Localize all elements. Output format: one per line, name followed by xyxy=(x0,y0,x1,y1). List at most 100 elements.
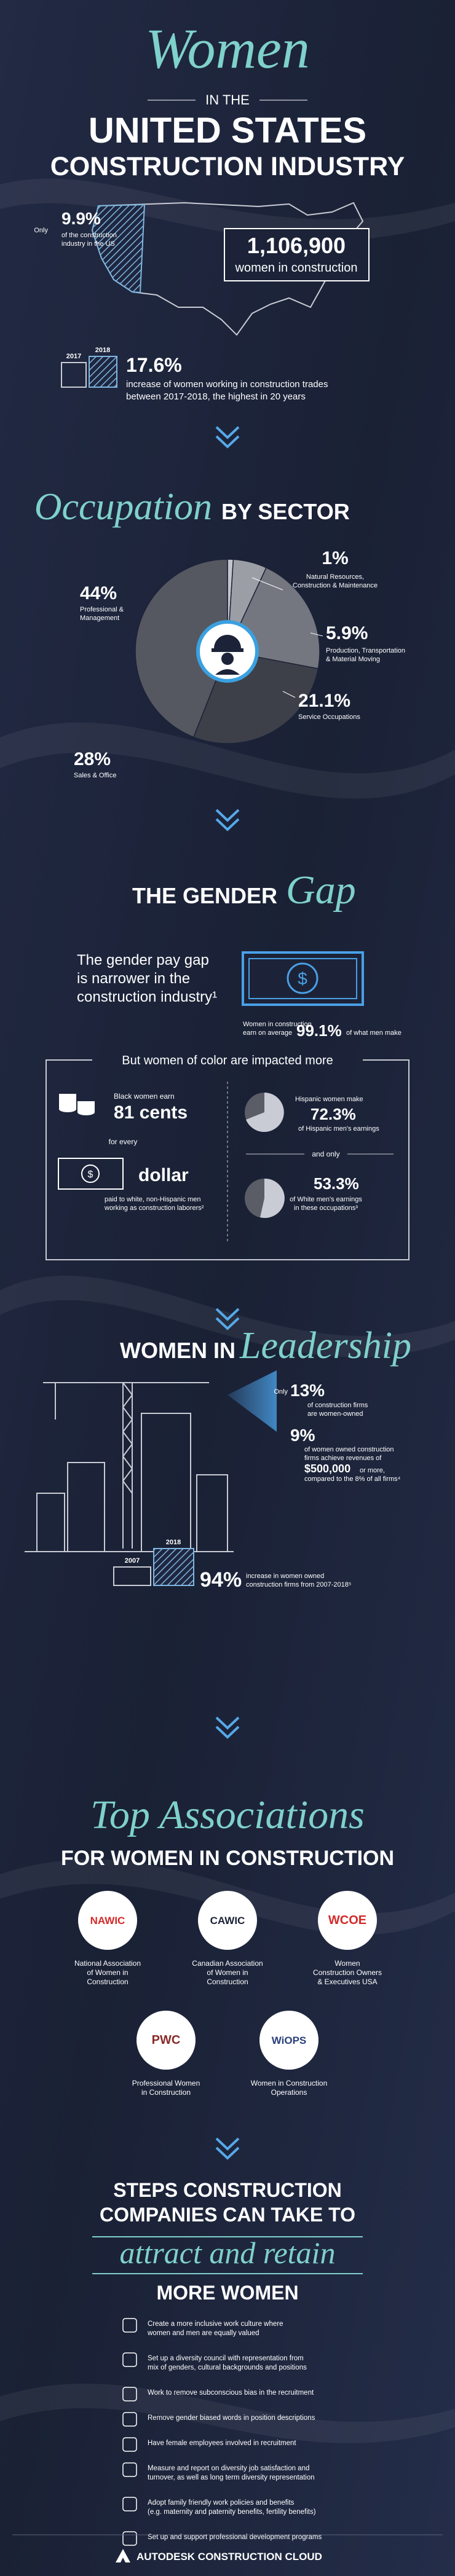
logo-text: PWC xyxy=(152,2033,181,2047)
stat-value: $500,000 xyxy=(304,1463,350,1475)
step-text: Adopt family friendly work policies and … xyxy=(148,2499,295,2507)
stat-desc: compared to the 8% of all firms⁴ xyxy=(304,1475,401,1483)
checkbox xyxy=(122,2497,137,2511)
step-text: women and men are equally valued xyxy=(147,2330,259,2337)
section-script: attract and retain xyxy=(120,2236,336,2270)
checkbox xyxy=(122,2437,137,2452)
leader-line xyxy=(310,632,323,637)
section-divider xyxy=(215,1716,240,1739)
checkbox xyxy=(122,2318,137,2333)
title-script: Women xyxy=(145,17,309,80)
stat-desc: industry in the US xyxy=(61,240,115,248)
slice-label: Management xyxy=(80,615,119,622)
stat-desc: Hispanic women make xyxy=(295,1096,363,1103)
association-name: Professional Women xyxy=(132,2079,200,2087)
association-name: of Women in xyxy=(87,1968,128,1977)
step-text: Create a more inclusive work culture whe… xyxy=(148,2320,283,2328)
logo-badge xyxy=(136,2011,196,2070)
section-script: Gap xyxy=(286,868,356,913)
slice-value: 1% xyxy=(322,548,348,568)
stat-value: 99.1% xyxy=(296,1021,342,1040)
section-title: WOMEN IN xyxy=(120,1338,235,1363)
count-box xyxy=(224,228,370,281)
section-title: COMPANIES CAN TAKE TO xyxy=(100,2204,355,2226)
stat-desc: paid to white, non-Hispanic men xyxy=(105,1196,201,1203)
bill-icon: $ xyxy=(58,1158,124,1190)
stat-prefix: Only xyxy=(274,1388,288,1396)
stat-value: 13% xyxy=(290,1381,325,1400)
step-text: mix of genders, cultural backgrounds and… xyxy=(148,2364,307,2371)
title: UNITED STATES xyxy=(89,111,366,151)
stat-desc: earn on average xyxy=(243,1029,292,1037)
stat-prefix: Only xyxy=(34,227,48,234)
intro-text: is narrower in the xyxy=(77,970,190,987)
group-title: But women of color are impacted more xyxy=(122,1054,333,1067)
bar-label: 2007 xyxy=(125,1557,140,1565)
checkbox xyxy=(122,2352,137,2367)
step-text: Have female employees involved in recrui… xyxy=(148,2440,296,2447)
association-name: Construction Owners xyxy=(313,1968,382,1977)
stat-desc: increase of women working in constructio… xyxy=(126,379,328,390)
association-name: & Executives USA xyxy=(317,1977,377,1986)
section-divider xyxy=(215,809,240,831)
section-title: MORE WOMEN xyxy=(156,2282,298,2304)
checkbox xyxy=(122,2531,137,2546)
logo-text: NAWIC xyxy=(90,1915,125,1926)
association-name: Construction xyxy=(207,1977,248,1986)
brand: AUTODESK CONSTRUCTION CLOUD xyxy=(136,2551,322,2562)
slice-label: Construction & Maintenance xyxy=(293,582,378,589)
svg-text:$: $ xyxy=(88,1169,93,1180)
slice-value: 21.1% xyxy=(298,691,350,711)
logo-badge xyxy=(78,1891,137,1950)
step-text: Measure and report on diversity job sati… xyxy=(148,2465,309,2472)
stat-desc: between 2017-2018, the highest in 20 yea… xyxy=(126,391,306,402)
leader-line xyxy=(282,691,296,698)
slice-label: Service Occupations xyxy=(298,713,360,721)
bar-label: 2018 xyxy=(95,347,110,354)
section-divider xyxy=(215,2137,240,2160)
stat-desc: increase in women owned xyxy=(246,1573,324,1580)
section-script: Leadership xyxy=(239,1325,411,1367)
logo-badge xyxy=(198,1891,257,1950)
stat-desc: working as construction laborers² xyxy=(104,1204,204,1212)
stat-desc: in these occupations³ xyxy=(294,1204,358,1212)
stat-desc: or more, xyxy=(360,1467,385,1474)
stat-desc: for every xyxy=(109,1137,138,1146)
brand-logo xyxy=(116,2549,130,2562)
slice-value: 28% xyxy=(74,749,111,769)
stat-desc: of White men's earnings xyxy=(290,1196,362,1203)
checkbox xyxy=(122,2412,137,2427)
stat-desc: of construction firms xyxy=(307,1402,368,1409)
stat-desc: of women owned construction xyxy=(304,1446,394,1453)
step-text: Set up a diversity council with represen… xyxy=(148,2355,304,2362)
section-divider xyxy=(215,1308,240,1330)
slice-label: & Material Moving xyxy=(326,656,380,663)
section-title: THE GENDER xyxy=(132,883,277,908)
stat-desc: Black women earn xyxy=(114,1092,175,1101)
leader-line xyxy=(251,577,283,591)
stat-desc: of the construction xyxy=(61,232,117,239)
association-name: of Women in xyxy=(207,1968,248,1977)
stat-desc: of what men make xyxy=(346,1029,402,1037)
stat-value: 94% xyxy=(200,1568,242,1592)
step-text: Set up and support professional developm… xyxy=(148,2534,322,2541)
bar-label: 2018 xyxy=(166,1539,181,1546)
section-divider xyxy=(215,426,240,449)
stat-value: 9.9% xyxy=(61,209,101,228)
bar-label: 2017 xyxy=(66,353,81,360)
association-name: National Association xyxy=(74,1959,141,1968)
section-script: Occupation xyxy=(34,486,212,528)
checkbox xyxy=(122,2462,137,2477)
section-title: STEPS CONSTRUCTION xyxy=(113,2179,342,2201)
pie-icon xyxy=(245,1093,284,1132)
stat-desc: are women-owned xyxy=(307,1410,363,1418)
stat-desc: women in construction xyxy=(235,261,358,275)
step-text: turnover, as well as long term diversity… xyxy=(148,2474,315,2481)
association-name: Women xyxy=(334,1959,360,1968)
stat-value: 9% xyxy=(290,1426,315,1445)
stat-desc: and only xyxy=(312,1150,339,1158)
title: CONSTRUCTION INDUSTRY xyxy=(50,152,405,181)
